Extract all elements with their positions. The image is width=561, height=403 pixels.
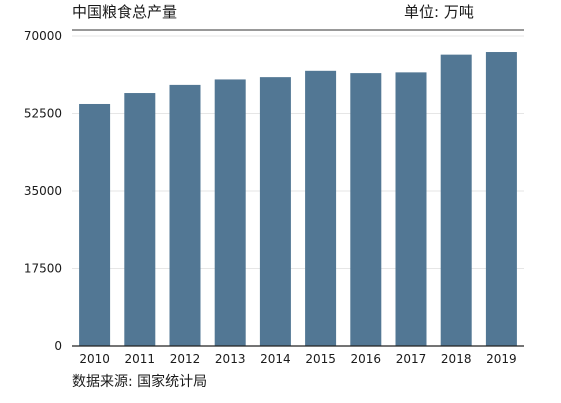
bar-2013 [214, 79, 246, 346]
y-tick-label: 35000 [24, 184, 62, 198]
x-tick-label: 2013 [215, 352, 246, 366]
x-tick-label: 2014 [260, 352, 291, 366]
y-tick-label: 17500 [24, 262, 62, 276]
x-tick-label: 2017 [396, 352, 427, 366]
x-axis: 2010 2011 2012 2013 2014 2015 2016 2017 2018 2019 [72, 345, 524, 366]
x-tick-label: 2012 [170, 352, 201, 366]
bar-2010 [79, 103, 111, 346]
chart-title: 中国粮食总产量 [72, 3, 178, 21]
y-tick-label: 70000 [24, 29, 62, 43]
y-tick-label: 0 [54, 339, 62, 353]
x-tick-label: 2010 [79, 352, 110, 366]
bar-2011 [124, 93, 156, 346]
x-tick-label: 2016 [351, 352, 382, 366]
bar-2017 [395, 72, 427, 347]
bar-2012 [169, 84, 201, 346]
x-tick-label: 2019 [486, 352, 517, 366]
x-tick-label: 2018 [441, 352, 472, 366]
data-source: 数据来源: 国家统计局 [72, 374, 208, 390]
bar-2016 [350, 73, 382, 347]
y-axis: 0 17500 35000 52500 70000 [24, 29, 62, 353]
x-tick-label: 2011 [125, 352, 156, 366]
bars [79, 52, 517, 347]
unit-label: 单位: 万吨 [404, 3, 474, 21]
y-tick-label: 52500 [24, 107, 62, 121]
bar-2015 [305, 70, 337, 346]
bar-2014 [259, 77, 291, 346]
bar-2018 [440, 54, 472, 346]
x-tick-label: 2015 [305, 352, 336, 366]
bar-2019 [485, 52, 517, 346]
